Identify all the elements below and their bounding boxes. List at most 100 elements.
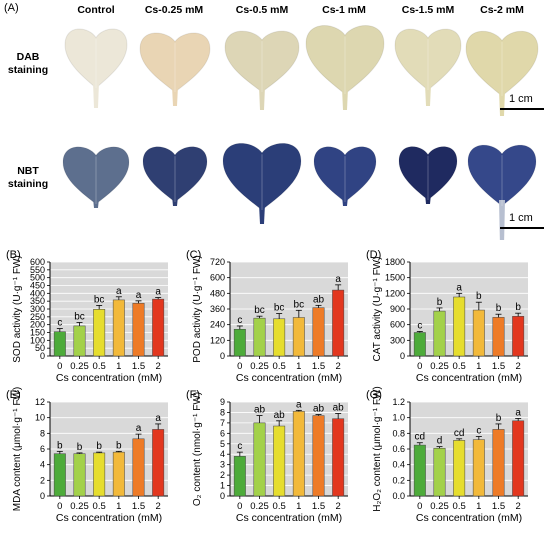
panel-a-label: (A)	[4, 2, 19, 14]
significance-letter: a	[116, 286, 122, 297]
significance-letter: a	[155, 287, 161, 298]
chart-panel: (G) 0.0 0.2 0.4 0.6 0.8 1.0 1.2 cd 0 d 0.25 cd 0.5 c 1 b…	[366, 386, 528, 524]
significance-letter: c	[476, 425, 481, 436]
x-tick-label: 0.25	[250, 501, 269, 512]
x-axis-label: Cs concentration (mM)	[56, 512, 162, 524]
dab-leaf	[64, 28, 128, 108]
nbt-leaf	[142, 146, 208, 206]
y-tick-label: 1	[220, 481, 225, 491]
significance-letter: b	[496, 303, 502, 314]
y-tick-label: 550	[30, 265, 45, 275]
y-tick-label: 6	[40, 444, 45, 454]
y-tick-label: 6	[220, 428, 225, 438]
dab-leaf	[139, 32, 211, 106]
x-tick-label: 0	[417, 361, 422, 372]
y-tick-label: 600	[30, 257, 45, 267]
bar	[453, 440, 466, 497]
x-tick-label: 0.5	[273, 501, 286, 512]
x-tick-label: 0.25	[430, 361, 449, 372]
x-tick-label: 1	[476, 361, 481, 372]
significance-letter: b	[437, 297, 443, 308]
bar	[472, 439, 485, 497]
chart-panel: (D) 0 300 600 900 1200 1500 1800 c 0 b 0.25 a 0.5 b 1 b 1…	[366, 249, 528, 384]
y-axis-label: SOD activity (U·g⁻¹ FW)	[12, 255, 23, 363]
x-tick-label: 2	[336, 361, 341, 372]
y-tick-label: 450	[30, 281, 45, 291]
leaf-petiole	[425, 194, 431, 204]
y-tick-label: 120	[210, 335, 225, 345]
x-tick-label: 2	[516, 361, 521, 372]
x-tick-label: 0	[237, 361, 242, 372]
significance-letter: a	[136, 290, 142, 301]
significance-letter: ab	[274, 410, 286, 421]
nbt-label-line1: NBT	[17, 165, 39, 177]
y-tick-label: 1800	[385, 257, 405, 267]
y-tick-label: 360	[210, 304, 225, 314]
leaf-petiole	[259, 86, 265, 110]
y-tick-label: 250	[30, 312, 45, 322]
bar	[132, 438, 145, 497]
bar	[253, 422, 266, 497]
y-axis-label: H₂O₂ content (μmol·g⁻¹ FW)	[372, 386, 383, 511]
y-tick-label: 2	[40, 475, 45, 485]
dab-row-label: DAB staining	[6, 51, 50, 77]
y-tick-label: 0.6	[392, 444, 405, 454]
x-tick-label: 1	[116, 501, 121, 512]
x-tick-label: 1	[476, 501, 481, 512]
y-tick-label: 12	[35, 397, 45, 407]
dab-scale-bar	[500, 108, 544, 110]
y-tick-label: 480	[210, 288, 225, 298]
y-tick-label: 0.8	[392, 428, 405, 438]
panel-label: (G)	[366, 389, 382, 401]
treatment-header: Control	[77, 4, 115, 16]
y-tick-label: 10	[35, 413, 45, 423]
bar	[53, 331, 66, 357]
y-axis-label: MDA content (μmol·g⁻¹ FW)	[12, 387, 23, 511]
treatment-header: Cs-1.5 mM	[401, 4, 455, 16]
y-tick-label: 500	[30, 273, 45, 283]
x-axis-label: Cs concentration (mM)	[416, 512, 522, 524]
x-tick-label: 0.5	[453, 361, 466, 372]
leaf-petiole	[259, 204, 265, 224]
x-tick-label: 2	[516, 501, 521, 512]
bar	[433, 447, 446, 497]
dab-leaf	[224, 30, 300, 110]
bar	[273, 318, 286, 357]
y-tick-label: 100	[30, 335, 45, 345]
y-tick-label: 1.0	[392, 413, 405, 423]
significance-letter: c	[57, 318, 62, 329]
bar	[273, 425, 286, 497]
bar	[73, 453, 86, 497]
significance-letter: b	[496, 413, 502, 424]
x-tick-label: 0.5	[453, 501, 466, 512]
nbt-scale-label: 1 cm	[509, 212, 533, 224]
significance-letter: ab	[254, 405, 266, 416]
significance-letter: cd	[415, 432, 426, 443]
significance-letter: a	[456, 282, 462, 293]
bar	[53, 453, 66, 497]
nbt-row-label: NBT staining	[6, 165, 50, 191]
bar	[112, 451, 125, 497]
bar	[312, 415, 325, 497]
nbt-leaf	[222, 142, 302, 224]
x-tick-label: 2	[336, 501, 341, 512]
bar	[312, 307, 325, 357]
significance-letter: bc	[274, 303, 285, 314]
bar	[472, 309, 485, 357]
bar	[512, 420, 525, 497]
y-tick-label: 0.4	[392, 460, 405, 470]
leaf-petiole	[93, 198, 99, 208]
significance-letter: ab	[313, 294, 325, 305]
significance-letter: a	[155, 413, 161, 424]
dab-leaf	[305, 25, 385, 110]
y-tick-label: 0.0	[392, 491, 405, 501]
bar	[413, 444, 426, 497]
bar	[332, 418, 345, 497]
leaf-petiole	[425, 84, 431, 106]
y-tick-label: 300	[30, 304, 45, 314]
x-axis-label: Cs concentration (mM)	[416, 372, 522, 384]
bar	[152, 298, 165, 357]
leaf-petiole	[172, 196, 178, 206]
bar	[253, 317, 266, 357]
